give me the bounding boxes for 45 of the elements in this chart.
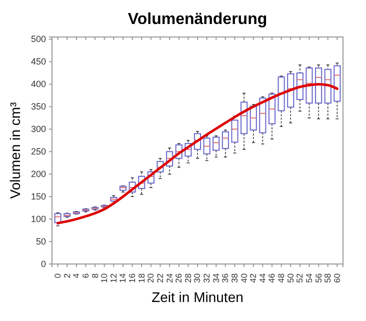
chart-title: Volumenänderung [128,11,268,28]
x-axis-title: Zeit in Minuten [152,289,244,305]
y-tick-label: 50 [36,236,46,246]
y-tick-label: 500 [30,34,46,44]
x-tick-label: 28 [182,273,193,283]
x-tick-label: 24 [164,273,174,283]
x-tick-label: 16 [127,273,138,283]
x-tick-label: 30 [192,273,202,283]
y-tick-label: 150 [30,191,46,202]
x-tick-label: 18 [136,273,146,283]
x-tick-label: 26 [174,273,184,283]
y-tick-label: 400 [30,79,46,90]
x-tick-label: 42 [248,273,258,283]
y-tick-label: 200 [30,168,46,179]
y-tick-label: 100 [30,214,46,224]
x-tick-label: 2 [62,273,72,278]
x-tick-label: 8 [90,273,100,278]
x-tick-label: 10 [99,273,110,283]
x-tick-label: 22 [154,273,165,283]
y-axis-title: Volumen in cm³ [7,102,23,199]
x-tick-label: 36 [220,273,230,283]
x-tick-label: 4 [71,273,82,278]
x-tick-label: 58 [322,273,333,283]
x-tick-label: 40 [238,273,249,283]
x-tick-label: 60 [332,273,342,283]
y-tick-label: 350 [30,102,46,112]
y-tick-label: 250 [30,146,46,157]
x-tick-label: 14 [118,273,128,283]
x-tick-label: 46 [266,273,277,283]
x-tick-label: 32 [202,273,212,283]
x-tick-label: 50 [285,273,296,283]
x-tick-label: 52 [294,273,305,283]
y-tick-label: 300 [30,124,46,134]
x-tick-label: 20 [146,273,156,283]
x-tick-label: 48 [276,273,286,283]
x-tick-label: 6 [80,273,90,278]
x-tick-label: 54 [304,273,314,283]
x-tick-label: 0 [52,273,63,278]
x-tick-label: 44 [257,273,268,283]
x-tick-label: 34 [210,273,221,283]
x-tick-label: 12 [108,273,118,283]
y-tick-label: 0 [40,258,46,269]
x-tick-label: 38 [229,273,240,283]
x-tick-label: 56 [313,273,324,283]
y-tick-label: 450 [30,56,46,67]
